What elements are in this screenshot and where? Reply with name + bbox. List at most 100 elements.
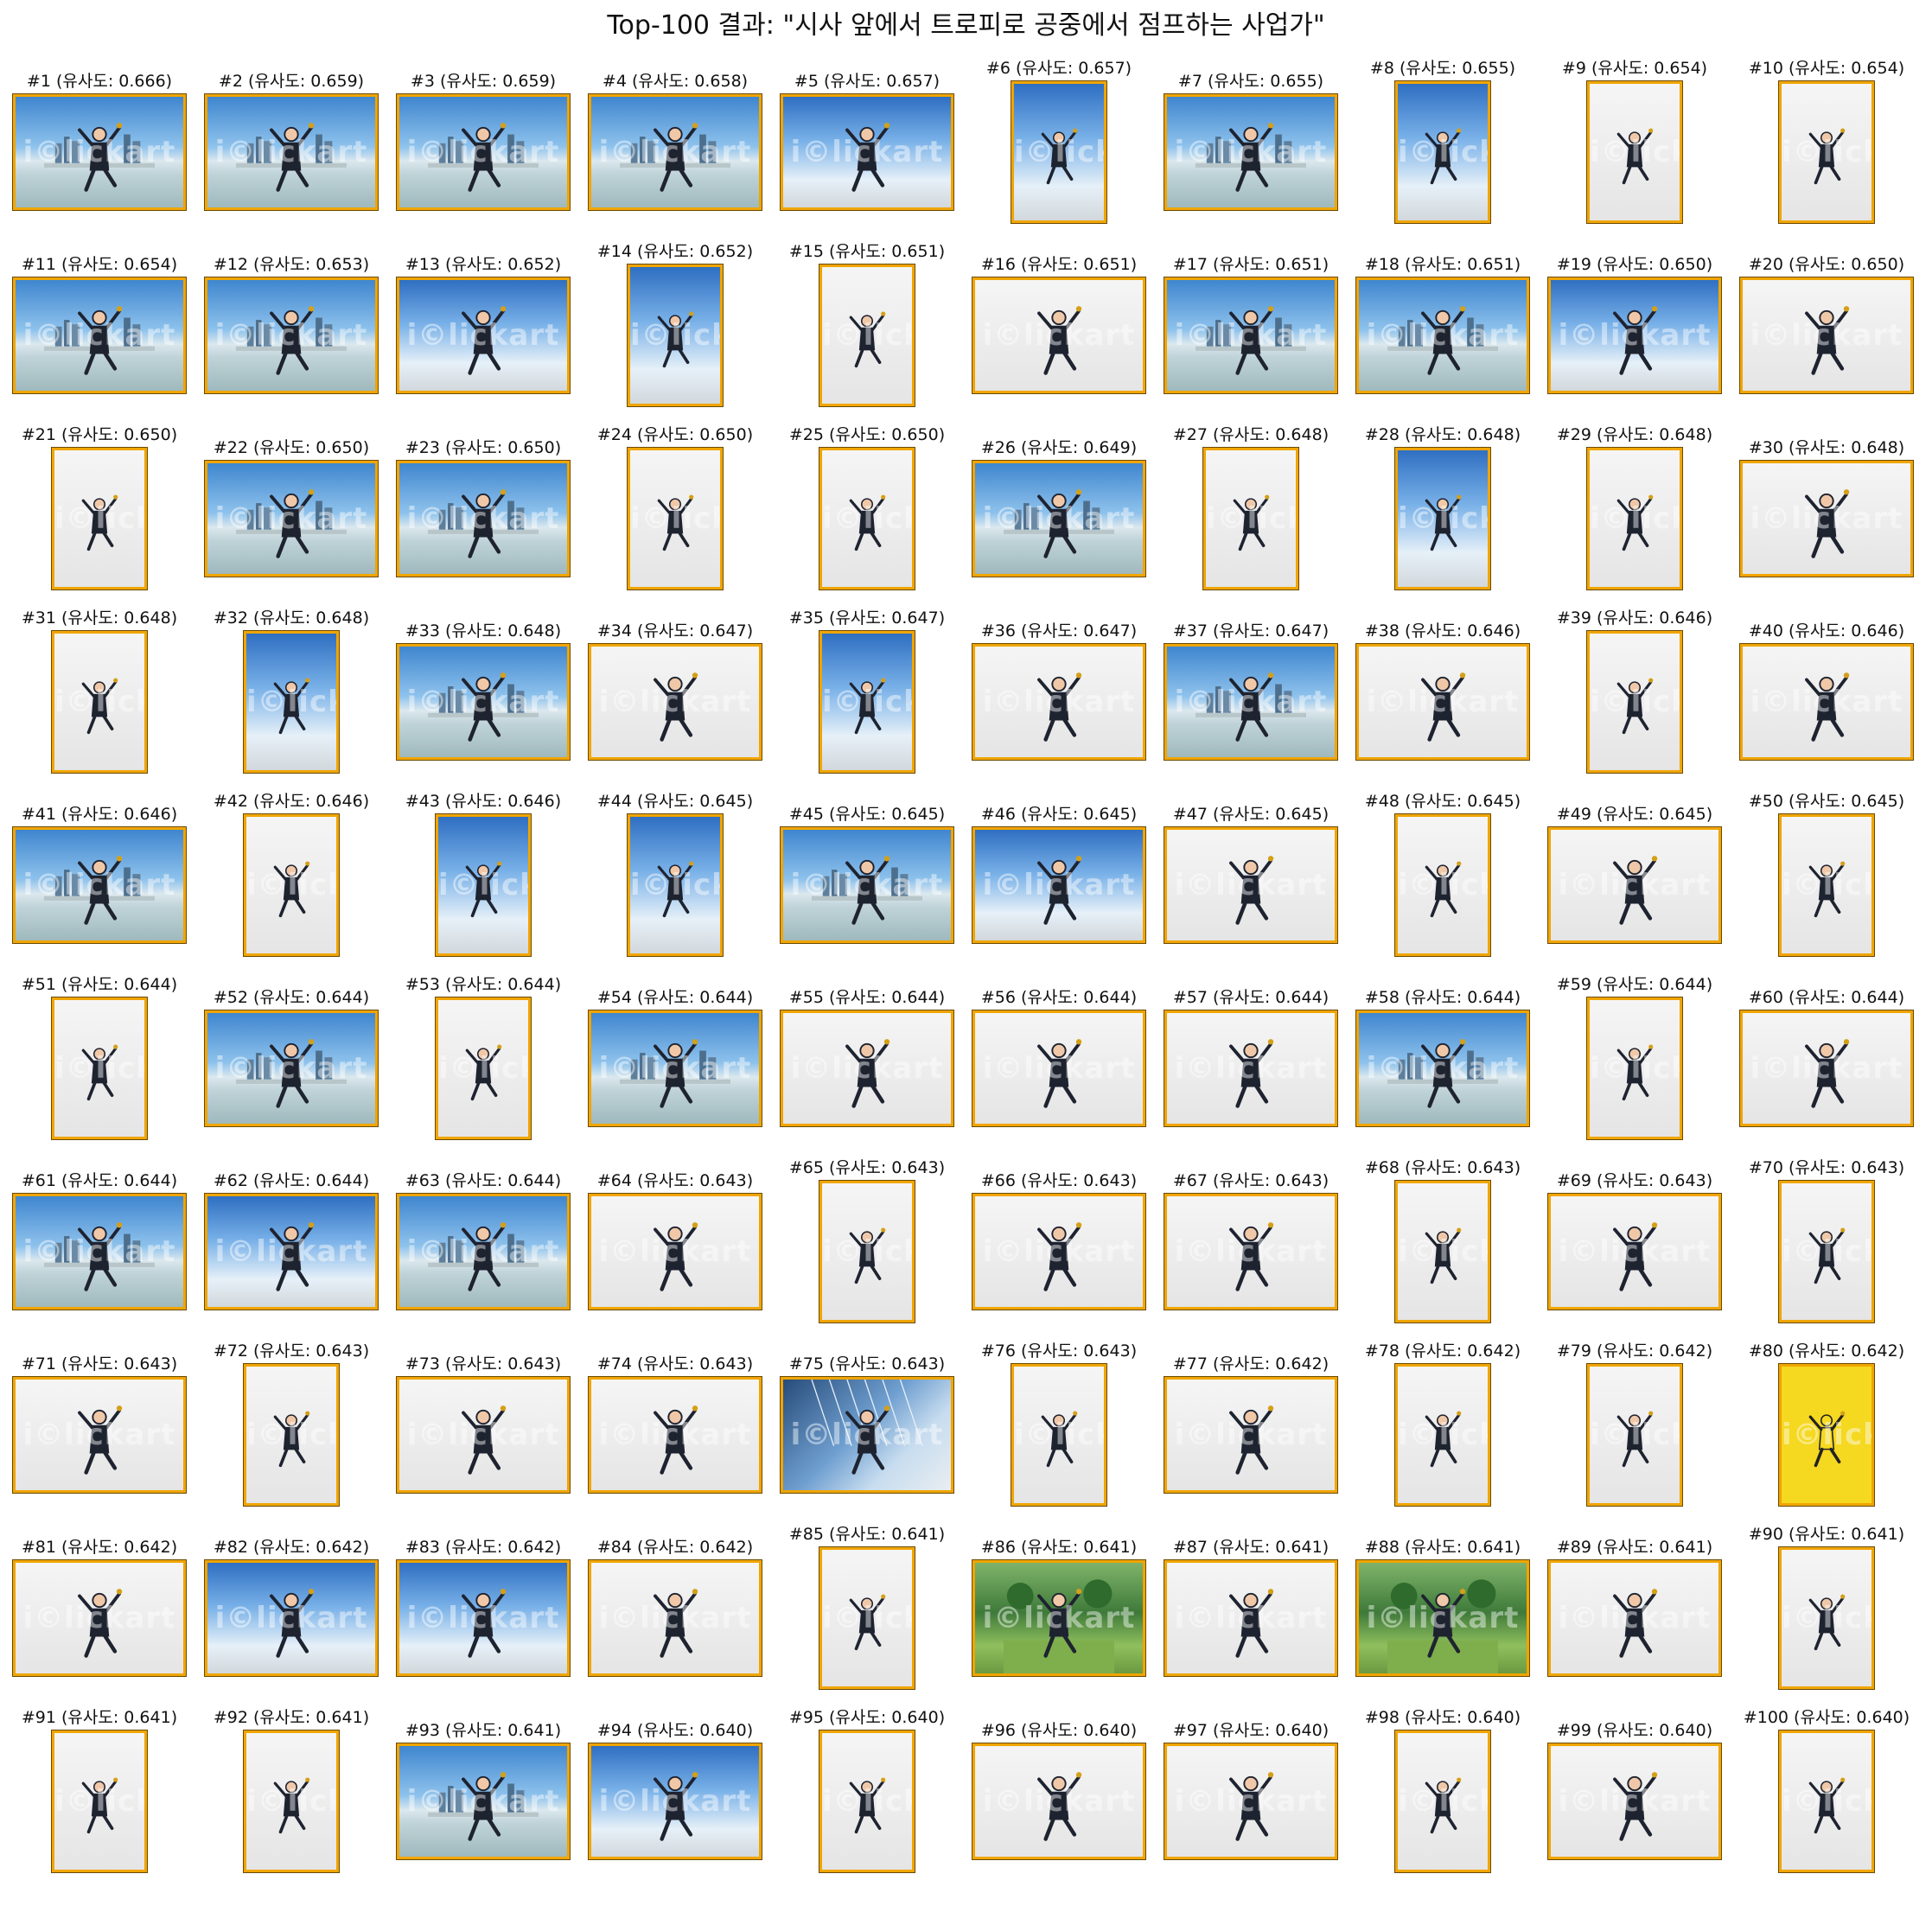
result-thumbnail[interactable]: [1587, 81, 1682, 223]
result-item[interactable]: #23 (유사도: 0.650): [387, 410, 579, 593]
result-thumbnail[interactable]: [972, 1560, 1145, 1676]
result-item[interactable]: #72 (유사도: 0.643): [195, 1326, 387, 1509]
result-thumbnail[interactable]: [244, 631, 339, 773]
result-item[interactable]: #55 (유사도: 0.644): [771, 959, 963, 1143]
result-item[interactable]: #1 (유사도: 0.666): [3, 43, 195, 226]
result-item[interactable]: #69 (유사도: 0.643): [1539, 1143, 1731, 1326]
result-item[interactable]: #39 (유사도: 0.646): [1539, 593, 1731, 776]
result-item[interactable]: #79 (유사도: 0.642): [1539, 1326, 1731, 1509]
result-item[interactable]: #46 (유사도: 0.645): [963, 776, 1155, 959]
result-thumbnail[interactable]: [1779, 1547, 1874, 1689]
result-item[interactable]: #83 (유사도: 0.642): [387, 1509, 579, 1692]
result-item[interactable]: #48 (유사도: 0.645): [1347, 776, 1539, 959]
result-thumbnail[interactable]: [1164, 1010, 1337, 1126]
result-thumbnail[interactable]: [1011, 1364, 1106, 1506]
result-thumbnail[interactable]: [1164, 1194, 1337, 1310]
result-item[interactable]: #35 (유사도: 0.647): [771, 593, 963, 776]
result-item[interactable]: #81 (유사도: 0.642): [3, 1509, 195, 1692]
result-thumbnail[interactable]: [397, 1377, 570, 1493]
result-item[interactable]: #58 (유사도: 0.644): [1347, 959, 1539, 1143]
result-item[interactable]: #30 (유사도: 0.648): [1731, 410, 1922, 593]
result-thumbnail[interactable]: [13, 277, 186, 393]
result-thumbnail[interactable]: [972, 644, 1145, 760]
result-item[interactable]: #84 (유사도: 0.642): [579, 1509, 771, 1692]
result-thumbnail[interactable]: [205, 1560, 378, 1676]
result-thumbnail[interactable]: [13, 827, 186, 943]
result-item[interactable]: #28 (유사도: 0.648): [1347, 410, 1539, 593]
result-thumbnail[interactable]: [972, 1743, 1145, 1859]
result-thumbnail[interactable]: [244, 1730, 339, 1872]
result-item[interactable]: #91 (유사도: 0.641): [3, 1692, 195, 1876]
result-thumbnail[interactable]: [1011, 81, 1106, 223]
result-thumbnail[interactable]: [397, 644, 570, 760]
result-item[interactable]: #73 (유사도: 0.643): [387, 1326, 579, 1509]
result-item[interactable]: #16 (유사도: 0.651): [963, 226, 1155, 410]
result-thumbnail[interactable]: [1164, 1377, 1337, 1493]
result-item[interactable]: #40 (유사도: 0.646): [1731, 593, 1922, 776]
result-thumbnail[interactable]: [1587, 997, 1682, 1139]
result-item[interactable]: #14 (유사도: 0.652): [579, 226, 771, 410]
result-thumbnail[interactable]: [13, 1194, 186, 1310]
result-thumbnail[interactable]: [589, 1010, 762, 1126]
result-thumbnail[interactable]: [819, 448, 915, 590]
result-item[interactable]: #100 (유사도: 0.640): [1731, 1692, 1922, 1876]
result-item[interactable]: #61 (유사도: 0.644): [3, 1143, 195, 1326]
result-thumbnail[interactable]: [589, 94, 762, 210]
result-thumbnail[interactable]: [52, 997, 147, 1139]
result-item[interactable]: #76 (유사도: 0.643): [963, 1326, 1155, 1509]
result-thumbnail[interactable]: [1587, 631, 1682, 773]
result-item[interactable]: #71 (유사도: 0.643): [3, 1326, 195, 1509]
result-thumbnail[interactable]: [1356, 1010, 1529, 1126]
result-thumbnail[interactable]: [1164, 827, 1337, 943]
result-item[interactable]: #22 (유사도: 0.650): [195, 410, 387, 593]
result-item[interactable]: #20 (유사도: 0.650): [1731, 226, 1922, 410]
result-thumbnail[interactable]: [1740, 644, 1913, 760]
result-item[interactable]: #92 (유사도: 0.641): [195, 1692, 387, 1876]
result-item[interactable]: #9 (유사도: 0.654): [1539, 43, 1731, 226]
result-thumbnail[interactable]: [1395, 448, 1490, 590]
result-thumbnail[interactable]: [205, 1010, 378, 1126]
result-item[interactable]: #25 (유사도: 0.650): [771, 410, 963, 593]
result-thumbnail[interactable]: [589, 1560, 762, 1676]
result-thumbnail[interactable]: [436, 997, 531, 1139]
result-item[interactable]: #88 (유사도: 0.641): [1347, 1509, 1539, 1692]
result-thumbnail[interactable]: [1548, 827, 1721, 943]
result-item[interactable]: #8 (유사도: 0.655): [1347, 43, 1539, 226]
result-thumbnail[interactable]: [972, 1010, 1145, 1126]
result-thumbnail[interactable]: [1356, 644, 1529, 760]
result-item[interactable]: #13 (유사도: 0.652): [387, 226, 579, 410]
result-thumbnail[interactable]: [589, 1743, 762, 1859]
result-thumbnail[interactable]: [819, 1547, 915, 1689]
result-item[interactable]: #11 (유사도: 0.654): [3, 226, 195, 410]
result-thumbnail[interactable]: [1587, 448, 1682, 590]
result-thumbnail[interactable]: [781, 1010, 953, 1126]
result-item[interactable]: #26 (유사도: 0.649): [963, 410, 1155, 593]
result-thumbnail[interactable]: [244, 1364, 339, 1506]
result-thumbnail[interactable]: [205, 94, 378, 210]
result-thumbnail[interactable]: [244, 814, 339, 956]
result-thumbnail[interactable]: [1356, 1560, 1529, 1676]
result-thumbnail[interactable]: [589, 644, 762, 760]
result-item[interactable]: #42 (유사도: 0.646): [195, 776, 387, 959]
result-item[interactable]: #12 (유사도: 0.653): [195, 226, 387, 410]
result-thumbnail[interactable]: [781, 94, 953, 210]
result-item[interactable]: #31 (유사도: 0.648): [3, 593, 195, 776]
result-item[interactable]: #98 (유사도: 0.640): [1347, 1692, 1539, 1876]
result-thumbnail[interactable]: [1395, 1730, 1490, 1872]
result-item[interactable]: #65 (유사도: 0.643): [771, 1143, 963, 1326]
result-item[interactable]: #56 (유사도: 0.644): [963, 959, 1155, 1143]
result-item[interactable]: #5 (유사도: 0.657): [771, 43, 963, 226]
result-thumbnail[interactable]: [1779, 81, 1874, 223]
result-item[interactable]: #3 (유사도: 0.659): [387, 43, 579, 226]
result-item[interactable]: #27 (유사도: 0.648): [1155, 410, 1347, 593]
result-item[interactable]: #59 (유사도: 0.644): [1539, 959, 1731, 1143]
result-thumbnail[interactable]: [397, 277, 570, 393]
result-thumbnail[interactable]: [972, 1194, 1145, 1310]
result-thumbnail[interactable]: [1356, 277, 1529, 393]
result-item[interactable]: #75 (유사도: 0.643): [771, 1326, 963, 1509]
result-item[interactable]: #10 (유사도: 0.654): [1731, 43, 1922, 226]
result-thumbnail[interactable]: [1164, 277, 1337, 393]
result-item[interactable]: #24 (유사도: 0.650): [579, 410, 771, 593]
result-thumbnail[interactable]: [1740, 461, 1913, 577]
result-thumbnail[interactable]: [972, 277, 1145, 393]
